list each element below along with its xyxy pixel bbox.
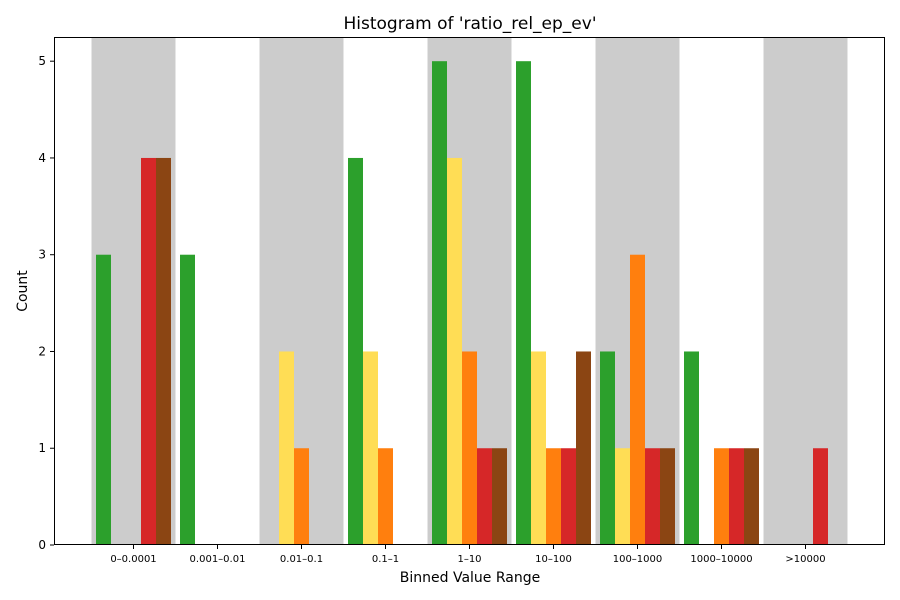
bar [630,254,645,545]
x-axis: 0–0.0001 0.001–0.01 0.01–0.1 0.1–1 1–10 10–10… [110,545,826,565]
x-axis-label: Binned Value Range [400,570,540,586]
bar [546,448,561,545]
bar [279,351,294,545]
bar [462,351,477,545]
bar [600,351,615,545]
x-tick-label: 10–100 [535,554,572,565]
bar [432,61,447,545]
bar [516,61,531,545]
bar [96,254,111,545]
x-tick-label: 0.001–0.01 [190,554,246,565]
bar [492,448,507,545]
bar [531,351,546,545]
bar [378,448,393,545]
bars-layer [96,61,828,545]
chart-title: Histogram of 'ratio_rel_ep_ev' [344,14,597,34]
bar [615,448,630,545]
bar [447,157,462,545]
bar [156,157,171,545]
bar [141,157,156,545]
bar [660,448,675,545]
y-tick-label: 2 [38,344,46,358]
x-tick-label: 0.01–0.1 [280,554,323,565]
y-tick-label: 5 [38,54,46,68]
y-axis: 0 1 2 3 4 5 [38,54,54,552]
bar [180,254,195,545]
alternating-bands [91,37,848,545]
bar [714,448,729,545]
plot-frame [54,37,885,545]
x-tick-label: 1–10 [457,554,481,565]
bar [477,448,492,545]
y-tick-label: 4 [38,151,46,165]
x-tick-label: 1000–10000 [690,554,752,565]
category-band [763,37,848,545]
y-axis-label: Count [15,270,31,312]
x-tick-label: 100–1000 [613,554,663,565]
y-tick-label: 3 [38,248,46,262]
y-tick-label: 1 [38,441,46,455]
x-tick-label: >10000 [785,554,825,565]
bar [561,448,576,545]
bar [813,448,828,545]
bar [744,448,759,545]
bar [363,351,378,545]
bar [729,448,744,545]
bar [348,157,363,545]
x-tick-label: 0.1–1 [372,554,399,565]
bar [576,351,591,545]
bar [294,448,309,545]
x-tick-label: 0–0.0001 [110,554,156,565]
bar [684,351,699,545]
bar [645,448,660,545]
y-tick-label: 0 [38,538,46,552]
